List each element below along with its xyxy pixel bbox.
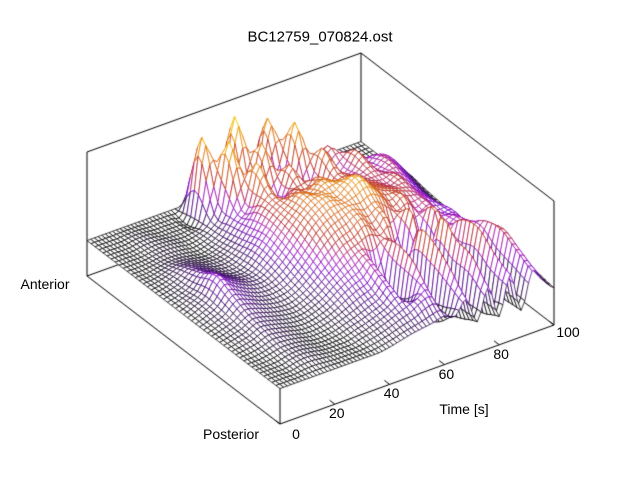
x-tick-label: 80	[493, 345, 509, 362]
x-tick-label: 100	[556, 324, 580, 340]
time-axis-label: Time [s]	[439, 401, 489, 417]
chart-title: BC12759_070824.ost	[247, 28, 393, 46]
posterior-axis-label: Posterior	[202, 426, 260, 442]
x-tick-label: 40	[383, 385, 400, 402]
x-tick-label: 20	[329, 405, 345, 422]
anterior-axis-label: Anterior	[20, 276, 70, 292]
x-tick-label: 0	[292, 426, 300, 442]
x-tick-label: 60	[438, 365, 455, 382]
